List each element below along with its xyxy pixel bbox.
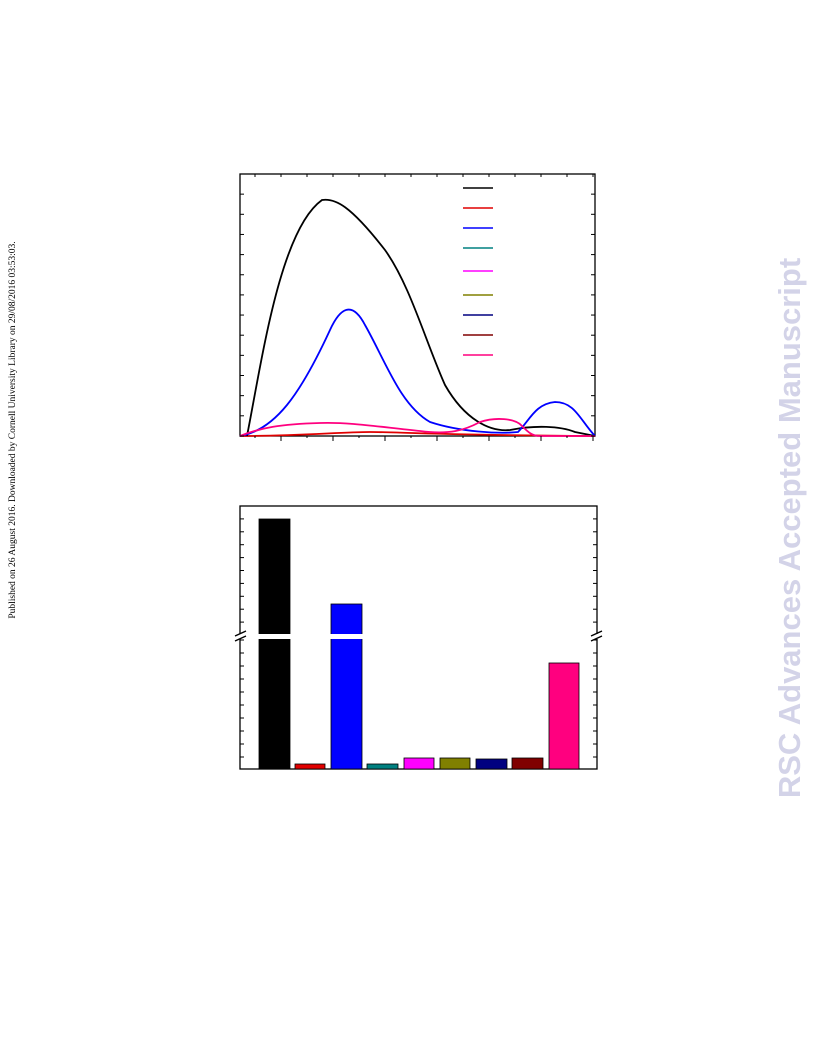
bar bbox=[475, 758, 508, 770]
curve bbox=[246, 198, 596, 437]
plot-frame bbox=[239, 173, 596, 437]
bar bbox=[366, 763, 399, 770]
bar-chart bbox=[234, 505, 603, 770]
side-note: Published on 26 August 2016. Downloaded … bbox=[8, 241, 18, 618]
bar bbox=[258, 518, 291, 770]
bar bbox=[548, 662, 580, 770]
bar bbox=[294, 763, 326, 770]
tick-marks bbox=[240, 173, 597, 758]
bar bbox=[439, 757, 471, 770]
line-chart bbox=[239, 173, 596, 437]
axis-break bbox=[236, 634, 601, 639]
watermark: RSC Advances Accepted Manuscript bbox=[772, 258, 807, 798]
bar bbox=[330, 603, 363, 770]
bar bbox=[403, 757, 435, 770]
curve bbox=[239, 431, 596, 437]
curve bbox=[239, 418, 595, 437]
break-marks bbox=[234, 630, 603, 642]
legend bbox=[463, 187, 493, 356]
curve bbox=[239, 308, 596, 437]
bar bbox=[511, 757, 544, 770]
